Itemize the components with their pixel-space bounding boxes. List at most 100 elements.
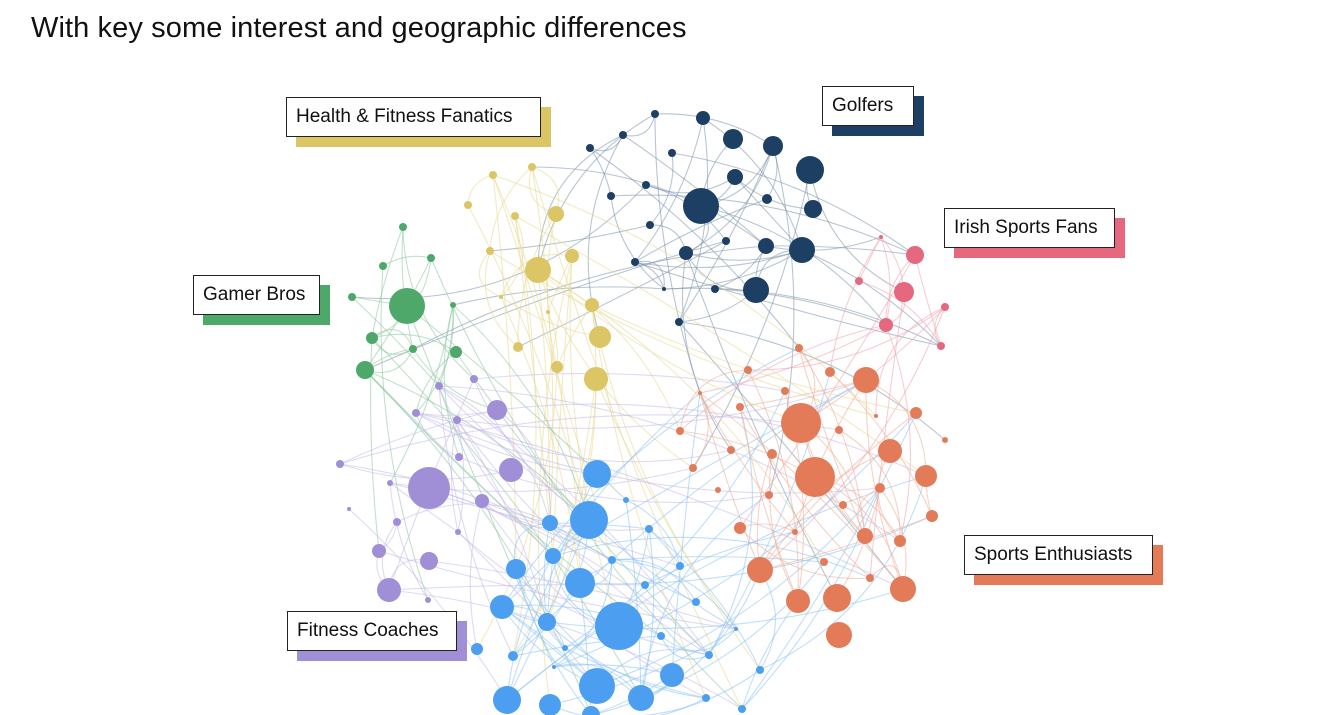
network-node-sports (823, 584, 851, 612)
network-node-health (513, 342, 523, 352)
network-edge (415, 304, 455, 414)
network-node-gamer (348, 293, 356, 301)
network-node-sports (910, 407, 922, 419)
network-edge (829, 371, 933, 517)
network-node-sports (795, 344, 803, 352)
network-edge (452, 286, 665, 306)
network-edge (739, 406, 871, 579)
network-node-golfers (711, 285, 719, 293)
network-node-irish (879, 235, 883, 239)
network-node-gamer (356, 361, 374, 379)
network-edge (660, 628, 737, 652)
network-node-gamer (450, 302, 456, 308)
network-edge (496, 409, 551, 524)
network-edge (389, 482, 429, 601)
network-node-gamer (409, 345, 417, 353)
network-node-golfers (642, 181, 650, 189)
network-node-sports (795, 457, 835, 497)
network-edge (512, 635, 662, 657)
network-node-health (486, 247, 494, 255)
network-node-core (628, 685, 654, 711)
network-node-irish (906, 246, 924, 264)
network-node-golfers (727, 169, 743, 185)
network-node-golfers (743, 277, 769, 303)
network-edge (590, 569, 761, 715)
network-node-gamer (366, 332, 378, 344)
cluster-label-text: Gamer Bros (193, 275, 320, 315)
network-node-core (562, 645, 568, 651)
network-node-sports (894, 535, 906, 547)
network-edge (692, 169, 811, 469)
network-node-golfers (668, 149, 676, 157)
network-edge (648, 528, 761, 671)
cluster-label-fitness-coaches: Fitness Coaches (287, 611, 467, 661)
network-edge (768, 453, 799, 602)
network-node-gamer (450, 346, 462, 358)
network-edge (739, 406, 799, 602)
network-node-sports (792, 529, 798, 535)
network-node-core (734, 627, 738, 631)
network-edge (858, 236, 882, 282)
network-edge (759, 450, 891, 571)
network-node-sports (839, 501, 847, 509)
network-node-sports (820, 558, 828, 566)
network-node-health (511, 212, 519, 220)
network-edge (759, 475, 927, 671)
network-edge (741, 600, 799, 710)
network-edge (865, 379, 904, 590)
network-edge (747, 306, 946, 371)
network-edge (589, 147, 612, 197)
network-edge (500, 296, 601, 338)
network-edge (671, 152, 916, 256)
cluster-label-health-fitness-fanatics: Health & Fitness Fanatics (286, 97, 551, 147)
network-node-core (490, 595, 514, 619)
network-edge (543, 522, 551, 623)
network-edge (679, 369, 749, 432)
network-node-health (546, 310, 550, 314)
network-node-core (657, 632, 665, 640)
network-edge (382, 255, 432, 267)
network-edge (552, 392, 701, 557)
network-edge (634, 198, 768, 263)
network-edge (589, 147, 800, 349)
network-node-fitness (455, 529, 461, 535)
network-edge (556, 304, 593, 368)
network-edge (484, 250, 519, 348)
network-node-golfers (723, 129, 743, 149)
network-node-sports (734, 522, 746, 534)
network-edge (469, 500, 483, 650)
network-node-health (499, 295, 503, 299)
network-node-core (705, 651, 713, 659)
network-edge (739, 527, 871, 580)
network-node-sports (866, 574, 874, 582)
network-edge (741, 487, 881, 710)
network-node-sports (853, 367, 879, 393)
network-node-health (585, 298, 599, 312)
network-edge (546, 621, 707, 699)
network-node-sports (747, 557, 773, 583)
network-node-sports (857, 528, 873, 544)
network-node-golfers (662, 287, 666, 291)
network-edge (537, 269, 681, 432)
network-edge (553, 664, 673, 676)
network-edge (467, 174, 494, 206)
cluster-label-text: Irish Sports Fans (944, 208, 1115, 248)
network-node-sports (825, 367, 835, 377)
network-edge (634, 260, 665, 290)
cluster-label-text: Sports Enthusiasts (964, 535, 1153, 575)
network-edge (415, 351, 457, 414)
network-edge (809, 169, 905, 293)
network-node-core (641, 581, 649, 589)
network-edge (645, 176, 736, 194)
network-node-fitness (387, 480, 393, 486)
network-node-golfers (619, 131, 627, 139)
network-edge (473, 373, 786, 392)
network-node-core (552, 665, 556, 669)
network-edge (467, 204, 590, 521)
network-edge (348, 508, 508, 701)
network-node-core (565, 568, 595, 598)
network-node-golfers (675, 318, 683, 326)
network-edge (794, 379, 867, 533)
network-edge (914, 254, 942, 347)
